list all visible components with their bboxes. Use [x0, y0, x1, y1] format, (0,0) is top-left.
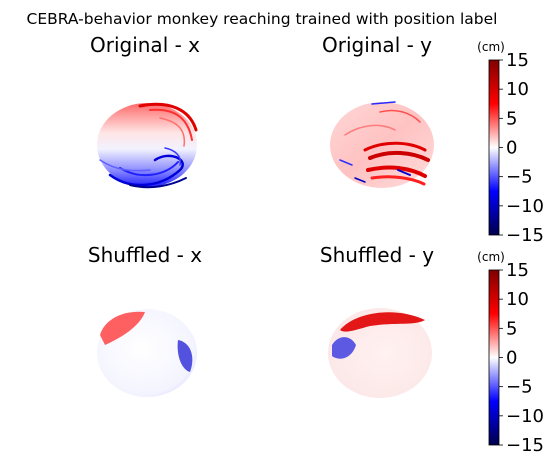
colorbar-tick-label: −10: [506, 406, 544, 427]
colorbar-unit-label: (cm): [477, 40, 505, 54]
colorbar-tick-label: 0: [506, 138, 517, 159]
figure-suptitle: CEBRA-behavior monkey reaching trained w…: [27, 10, 498, 28]
colorbar-tick-label: 10: [506, 289, 529, 310]
colorbar-tick-label: −10: [506, 196, 544, 217]
colorbar-tick-label: −5: [506, 167, 533, 188]
trajectory-marks: [339, 101, 430, 186]
red-rim: [340, 312, 425, 332]
red-patch: [100, 311, 145, 345]
colorbar-tick-label: 15: [506, 50, 529, 71]
colorbar-ticks: 15 10 5 0 −5 −10 −15: [499, 50, 544, 246]
colorbar-tick-label: −15: [506, 225, 544, 246]
embedding-sphere: [97, 103, 197, 187]
panel-original-x: Original - x: [90, 33, 200, 189]
panel-original-y: Original - y: [322, 33, 434, 188]
panel-title: Shuffled - x: [88, 243, 202, 267]
colorbar-tick-label: −5: [506, 377, 533, 398]
colorbar-tick-label: −15: [506, 435, 544, 456]
blue-patch: [177, 340, 193, 372]
colorbar-gradient: [488, 59, 500, 236]
colorbar-bottom: (cm) 15 10 5 0 −5 −10 −15: [477, 250, 544, 456]
embedding-sphere: [328, 308, 432, 398]
colorbar-top: (cm) 15 10 5 0 −5 −10 −15: [477, 40, 544, 246]
colorbar-ticks: 15 10 5 0 −5 −10 −15: [499, 260, 544, 456]
panel-title: Original - x: [90, 33, 200, 57]
panel-shuffled-x: Shuffled - x: [88, 243, 202, 397]
panel-title: Shuffled - y: [320, 243, 434, 267]
colorbar-tick-label: 15: [506, 260, 529, 281]
panel-shuffled-y: Shuffled - y: [320, 243, 434, 398]
trajectory-marks: [99, 102, 198, 189]
colorbar-tick-label: 0: [506, 348, 517, 369]
colorbar-tick-label: 5: [506, 318, 517, 339]
blue-patch: [332, 337, 356, 359]
colorbar-gradient: [488, 269, 500, 446]
colorbar-tick-label: 5: [506, 108, 517, 129]
colorbar-tick-label: 10: [506, 79, 529, 100]
colorbar-unit-label: (cm): [477, 250, 505, 264]
panel-title: Original - y: [322, 33, 432, 57]
